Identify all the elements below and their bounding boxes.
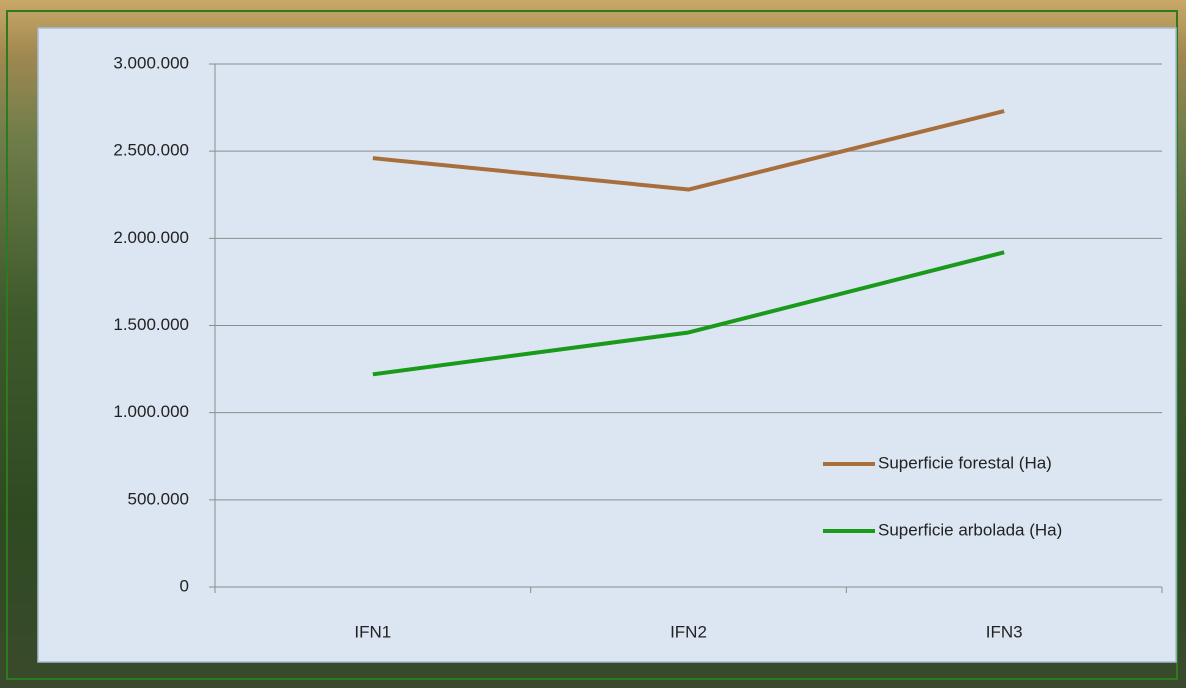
x-tick-label: IFN1 [354, 622, 391, 641]
y-tick-label: 1.500.000 [113, 315, 189, 334]
chart: 0 500.000 1.000.000 1.500.000 2.000.000 2.500… [0, 0, 1186, 688]
legend-label: Superficie arbolada (Ha) [878, 520, 1062, 539]
x-tick-label: IFN2 [670, 622, 707, 641]
y-tick-label: 2.500.000 [113, 141, 189, 160]
y-tick-label: 2.000.000 [113, 228, 189, 247]
x-tick-label: IFN3 [986, 622, 1023, 641]
y-tick-label: 3.000.000 [113, 53, 189, 72]
y-tick-label: 0 [180, 576, 189, 595]
y-tick-label: 500.000 [128, 489, 189, 508]
legend-label: Superficie forestal (Ha) [878, 453, 1052, 472]
page: 0 500.000 1.000.000 1.500.000 2.000.000 2.500… [0, 0, 1186, 688]
y-tick-label: 1.000.000 [113, 402, 189, 421]
